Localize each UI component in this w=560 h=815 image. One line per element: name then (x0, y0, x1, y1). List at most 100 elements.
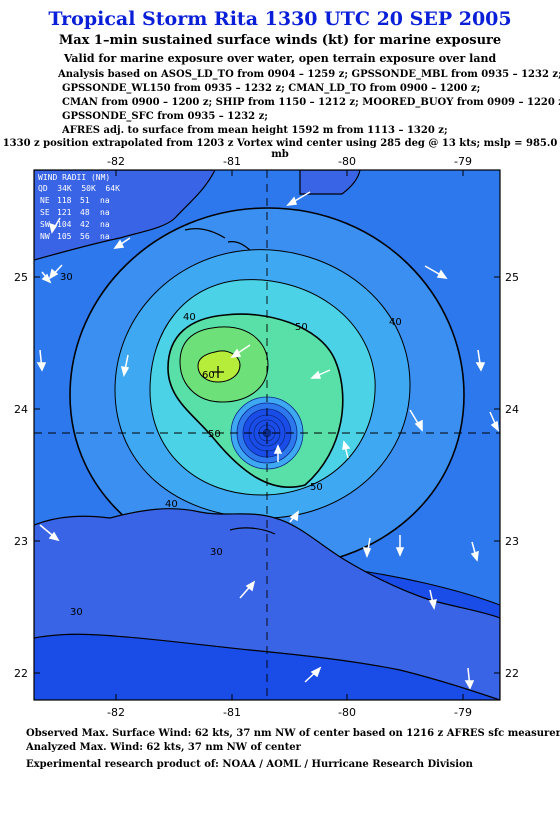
position-note: 1330 z position extrapolated from 1203 z… (2, 138, 558, 160)
wind-arrow-icon (409, 409, 423, 432)
radii-34kt: 104 (57, 220, 72, 229)
lat-tick-right: 22 (505, 667, 519, 680)
wind-arrow-icon (428, 589, 438, 610)
analysis-line: CMAN from 0900 – 1200 z; SHIP from 1150 … (62, 97, 560, 108)
map-subtitle: Max 1–min sustained surface winds (kt) f… (58, 33, 502, 48)
wind-arrow-icon (286, 191, 311, 206)
florida-islands (184, 228, 251, 251)
wind-arrow-icon (120, 354, 130, 377)
lon-tick-top: -81 (223, 155, 241, 168)
radii-50kt: 48 (80, 208, 90, 217)
validity-note: Valid for marine exposure over water, op… (63, 52, 497, 65)
lat-tick-left: 24 (14, 403, 28, 416)
wind-arrow-icon (342, 440, 351, 459)
radii-50kt: 42 (80, 220, 90, 229)
wind-arrow-icon (273, 444, 283, 462)
lat-tick-left: 22 (14, 667, 28, 680)
contour-label: 50 (310, 482, 323, 493)
contour-line-55kt (179, 326, 269, 403)
wind-arrow-icon (36, 349, 47, 372)
lat-tick-right: 24 (505, 403, 519, 416)
wind-radii-row: SE 121 48 na (40, 208, 110, 217)
center-crosshair (34, 170, 500, 700)
wind-arrow-icon (289, 510, 299, 523)
wind-arrow-icon (310, 369, 331, 379)
contour-label: 50 (295, 322, 308, 333)
map-title: Tropical Storm Rita 1330 UTC 20 SEP 2005 (48, 8, 512, 30)
wind-radii-table: WIND RADII (NM) QD 34K 50K 64K NE 118 51… (38, 173, 120, 241)
florida-keys-coast (34, 170, 216, 261)
wind-arrow-icon (48, 217, 61, 234)
analysis-line: Analysis based on ASOS_LD_TO from 0904 –… (58, 69, 560, 80)
lon-tick-top: -79 (454, 155, 472, 168)
radii-quadrant: SE (40, 208, 50, 217)
wind-radii-header: QD 34K 50K 64K (38, 184, 120, 193)
lon-tick-bottom: -80 (338, 706, 356, 719)
radii-50kt: 56 (80, 232, 90, 241)
product-credit: Experimental research product of: NOAA /… (26, 759, 473, 770)
wind-arrow-icon (489, 411, 499, 432)
radii-64kt: na (100, 208, 110, 217)
lon-tick-bottom: -82 (107, 706, 125, 719)
radii-34kt: 105 (57, 232, 72, 241)
radii-34kt: 121 (57, 208, 72, 217)
analysis-line: AFRES adj. to surface from mean height 1… (62, 125, 448, 136)
florida-mainland-coast (299, 170, 361, 195)
wind-vectors (36, 191, 499, 690)
lon-tick-bottom: -79 (454, 706, 472, 719)
contour-line-45kt (149, 279, 376, 496)
radii-50kt: 51 (80, 196, 90, 205)
contour-label: 40 (165, 499, 178, 510)
wind-analysis-map: -82 -81 -80 -79 (14, 155, 519, 719)
wind-radii-row: NW 105 56 na (40, 232, 110, 241)
radii-quadrant: NE (40, 196, 50, 205)
radii-64kt: na (100, 220, 110, 229)
contour-region-60kt (198, 350, 240, 382)
analysis-line: GPSSONDE_SFC from 0935 – 1232 z; (62, 111, 268, 122)
tick-marks (34, 170, 500, 700)
wind-arrow-icon (464, 667, 475, 690)
contour-label: 40 (183, 312, 196, 323)
wind-radii-title: WIND RADII (NM) (38, 173, 110, 182)
lon-tick-top: -82 (107, 155, 125, 168)
wind-arrow-icon (470, 541, 479, 562)
wind-arrow-icon (304, 666, 322, 683)
lat-tick-right: 23 (505, 535, 519, 548)
storm-core-rings (230, 396, 304, 470)
analyzed-max-wind: Analyzed Max. Wind: 62 kts, 37 nm NW of … (26, 742, 301, 753)
map-frame (33, 169, 501, 701)
wind-radii-row: NE 118 51 na (40, 196, 110, 205)
wind-arrow-icon (424, 265, 448, 279)
wind-arrow-icon (230, 344, 251, 358)
max-wind-marker (212, 366, 224, 378)
contour-label: 30 (210, 547, 223, 558)
lon-tick-bottom: -81 (223, 706, 241, 719)
radii-64kt: na (100, 232, 110, 241)
observed-max-wind: Observed Max. Surface Wind: 62 kts, 37 n… (26, 728, 560, 739)
lat-tick-left: 23 (14, 535, 28, 548)
lat-tick-left: 25 (14, 271, 28, 284)
wind-arrow-icon (41, 271, 52, 284)
analysis-sources: Analysis based on ASOS_LD_TO from 0904 –… (58, 68, 560, 138)
wind-arrow-icon (362, 537, 372, 559)
plot-area: 30 30 30 40 40 40 40 50 50 50 60 (34, 170, 500, 700)
lat-tick-right: 25 (505, 271, 519, 284)
contour-label: 50 (208, 429, 221, 440)
contour-line-60kt (197, 350, 241, 383)
cuba-island (229, 527, 276, 535)
wind-arrow-icon (113, 237, 131, 249)
analysis-line: GPSSONDE_WL150 from 0935 – 1232 z; CMAN_… (62, 83, 481, 94)
contour-label: 60 (202, 370, 215, 381)
wind-arrow-icon (395, 535, 405, 557)
contour-label: 30 (60, 272, 73, 283)
radii-34kt: 118 (57, 196, 72, 205)
radii-quadrant: SW (40, 220, 50, 229)
contour-line-50kt (167, 313, 344, 488)
wind-arrow-icon (475, 349, 486, 372)
radii-64kt: na (100, 196, 110, 205)
radii-quadrant: NW (40, 232, 50, 241)
wind-arrow-icon (48, 264, 63, 280)
wind-arrow-icon (239, 580, 256, 599)
contour-label: 40 (389, 317, 402, 328)
contour-label: 30 (70, 607, 83, 618)
